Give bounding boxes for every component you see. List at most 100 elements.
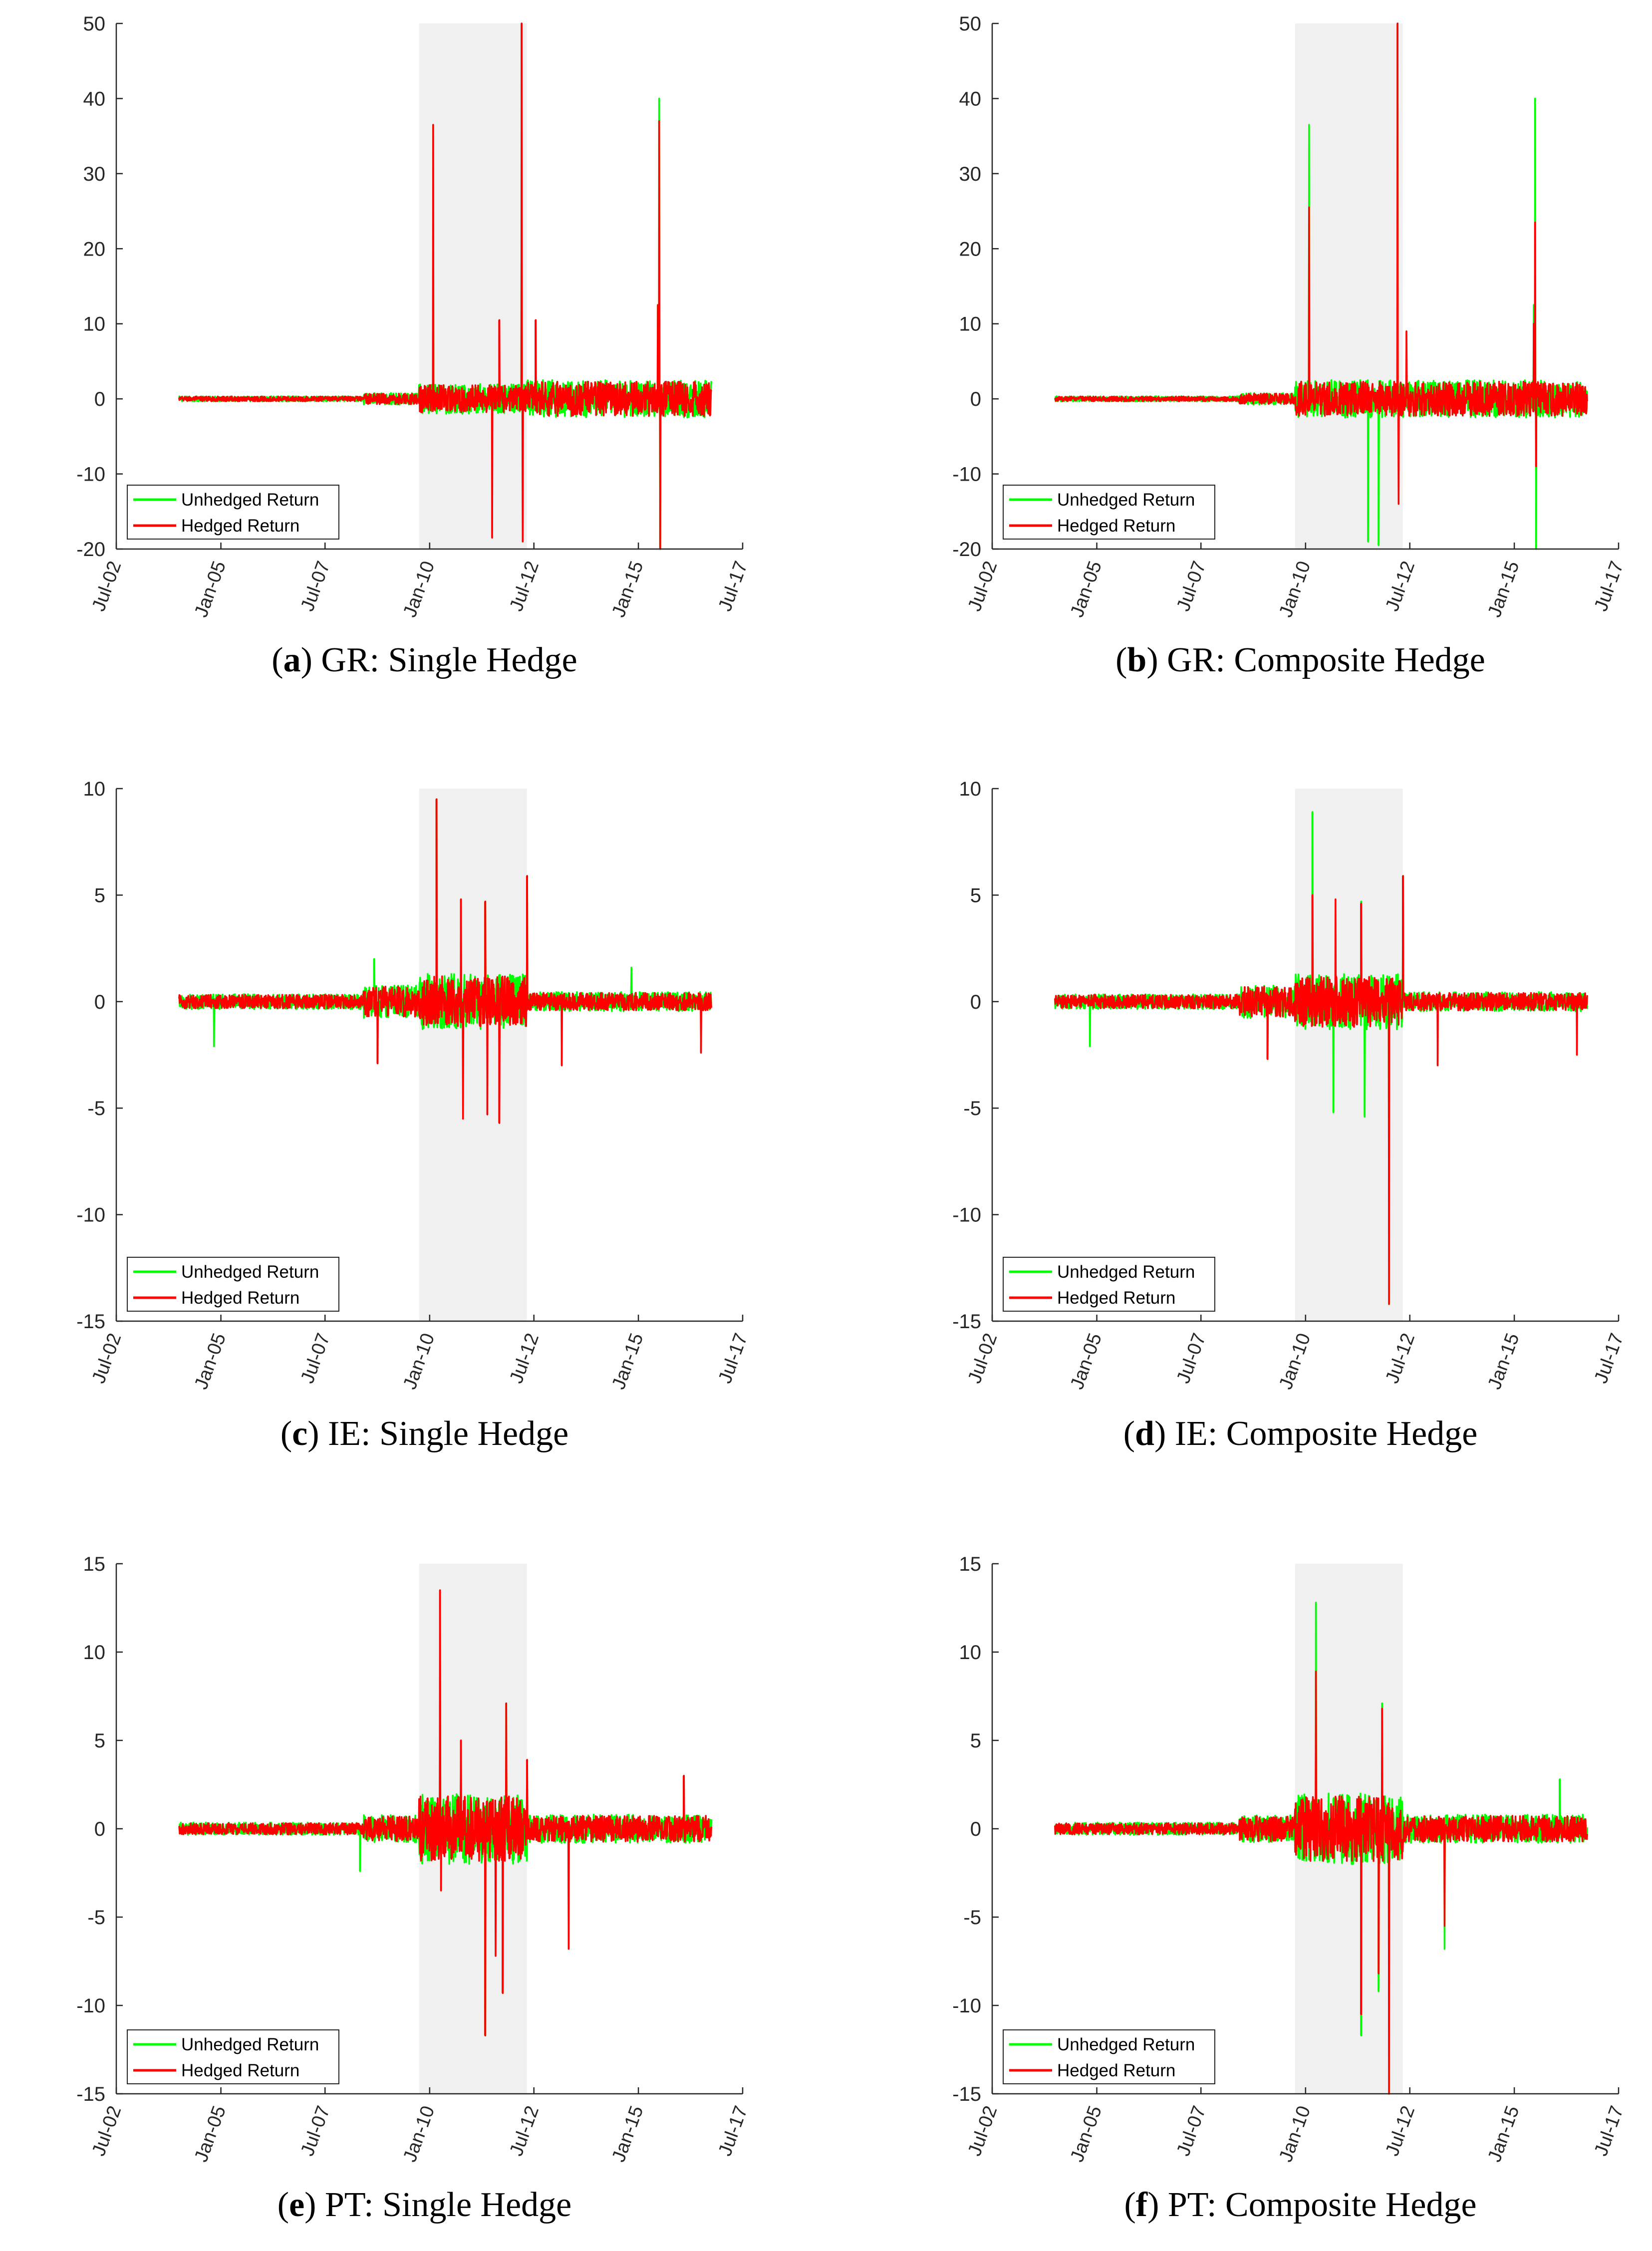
y-tick-label: 10 xyxy=(959,778,982,800)
panel-caption-text: ) GR: Composite Hedge xyxy=(1146,641,1485,679)
legend-hedged-label: Hedged Return xyxy=(181,2061,299,2080)
legend-hedged-label: Hedged Return xyxy=(181,516,299,536)
legend-unhedged-label: Unhedged Return xyxy=(181,2035,319,2054)
y-tick-label: 0 xyxy=(94,388,105,410)
y-tick-label: 20 xyxy=(83,238,106,260)
y-tick-label: -5 xyxy=(963,1098,981,1120)
panel-letter: b xyxy=(1127,641,1146,679)
y-tick-label: 5 xyxy=(970,1730,981,1752)
legend-box xyxy=(1003,2029,1215,2084)
legend: Unhedged Return Hedged Return xyxy=(1003,2029,1215,2084)
legend-box xyxy=(127,1257,339,1312)
panel-caption-paren-open: ( xyxy=(1124,2186,1135,2224)
legend-hedged-label: Hedged Return xyxy=(1057,1288,1175,1308)
panel-letter: c xyxy=(292,1414,307,1453)
panel-caption-text: ) IE: Single Hedge xyxy=(307,1414,568,1453)
y-tick-label: -15 xyxy=(952,1311,981,1333)
series-line-hedged xyxy=(178,798,712,1124)
y-tick-label: -15 xyxy=(76,1311,105,1333)
y-tick-label: -5 xyxy=(87,1098,105,1120)
y-tick-label: -15 xyxy=(952,2083,981,2105)
legend-unhedged-label: Unhedged Return xyxy=(1057,2035,1195,2054)
panel-caption: (c) IE: Single Hedge xyxy=(280,1414,568,1453)
panel-caption-text: ) GR: Single Hedge xyxy=(301,641,577,679)
panel-caption-paren-open: ( xyxy=(280,1414,292,1453)
shaded-period xyxy=(419,23,527,549)
y-tick-label: 5 xyxy=(94,884,105,906)
series-line-hedged xyxy=(178,22,712,550)
legend-hedged-label: Hedged Return xyxy=(181,1288,299,1308)
y-tick-label: 10 xyxy=(959,1642,982,1664)
panel-caption: (a) GR: Single Hedge xyxy=(272,641,577,679)
y-tick-label: 0 xyxy=(94,1818,105,1840)
y-tick-label: 5 xyxy=(970,884,981,906)
panel-caption-text: ) IE: Composite Hedge xyxy=(1154,1414,1477,1453)
legend-box xyxy=(127,2029,339,2084)
y-tick-label: 20 xyxy=(959,238,982,260)
y-tick-label: -10 xyxy=(952,464,981,486)
legend-hedged-label: Hedged Return xyxy=(1057,516,1175,536)
y-tick-label: -15 xyxy=(76,2083,105,2105)
y-tick-label: 15 xyxy=(959,1553,982,1575)
legend: Unhedged Return Hedged Return xyxy=(1003,485,1215,540)
shaded-period xyxy=(419,789,527,1321)
series-line-hedged xyxy=(1054,875,1588,1305)
panel-caption: (b) GR: Composite Hedge xyxy=(1115,641,1485,679)
panel-caption-paren-open: ( xyxy=(1123,1414,1135,1453)
legend-unhedged-label: Unhedged Return xyxy=(1057,490,1195,510)
legend-box xyxy=(1003,485,1215,540)
panel-caption-text: ) PT: Single Hedge xyxy=(304,2186,571,2224)
y-tick-label: 10 xyxy=(959,313,982,335)
legend-hedged-label: Hedged Return xyxy=(1057,2061,1175,2080)
y-tick-label: 50 xyxy=(959,13,982,35)
legend: Unhedged Return Hedged Return xyxy=(127,1257,339,1312)
panel-caption-paren-open: ( xyxy=(1115,641,1127,679)
legend: Unhedged Return Hedged Return xyxy=(127,2029,339,2084)
y-tick-label: -10 xyxy=(952,1204,981,1226)
y-tick-label: 30 xyxy=(83,163,106,185)
panel-caption-text: ) PT: Composite Hedge xyxy=(1147,2186,1477,2224)
y-tick-label: 10 xyxy=(83,1642,106,1664)
y-tick-label: 15 xyxy=(83,1553,106,1575)
series-line-hedged xyxy=(1054,1671,1588,2095)
y-tick-label: -5 xyxy=(87,1907,105,1929)
panel-caption-paren-open: ( xyxy=(272,641,283,679)
y-tick-label: -10 xyxy=(952,1995,981,2017)
legend: Unhedged Return Hedged Return xyxy=(127,485,339,540)
legend-box xyxy=(127,485,339,540)
y-tick-label: -10 xyxy=(76,1204,105,1226)
legend-unhedged-label: Unhedged Return xyxy=(181,1262,319,1282)
y-tick-label: -10 xyxy=(76,1995,105,2017)
y-tick-label: -20 xyxy=(76,539,105,561)
panel-caption: (d) IE: Composite Hedge xyxy=(1123,1414,1478,1453)
series-line-hedged xyxy=(178,1589,712,2036)
panel-letter: a xyxy=(283,641,301,679)
panel-letter: f xyxy=(1136,2186,1148,2224)
y-tick-label: 40 xyxy=(83,88,106,110)
panel-caption-paren-open: ( xyxy=(277,2186,289,2224)
shaded-period xyxy=(1295,789,1403,1321)
legend-unhedged-label: Unhedged Return xyxy=(181,490,319,510)
y-tick-label: 0 xyxy=(970,1818,981,1840)
y-tick-label: 50 xyxy=(83,13,106,35)
panel-letter: d xyxy=(1135,1414,1154,1453)
legend-unhedged-label: Unhedged Return xyxy=(1057,1262,1195,1282)
legend-box xyxy=(1003,1257,1215,1312)
y-tick-label: 40 xyxy=(959,88,982,110)
y-tick-label: -20 xyxy=(952,539,981,561)
legend: Unhedged Return Hedged Return xyxy=(1003,1257,1215,1312)
y-tick-label: -10 xyxy=(76,464,105,486)
panel-caption: (f) PT: Composite Hedge xyxy=(1124,2186,1476,2224)
y-tick-label: 10 xyxy=(83,778,106,800)
y-tick-label: -5 xyxy=(963,1907,981,1929)
y-tick-label: 0 xyxy=(970,991,981,1013)
shaded-period xyxy=(1295,23,1403,549)
y-tick-label: 0 xyxy=(970,388,981,410)
y-tick-label: 30 xyxy=(959,163,982,185)
panel-caption: (e) PT: Single Hedge xyxy=(277,2186,571,2224)
